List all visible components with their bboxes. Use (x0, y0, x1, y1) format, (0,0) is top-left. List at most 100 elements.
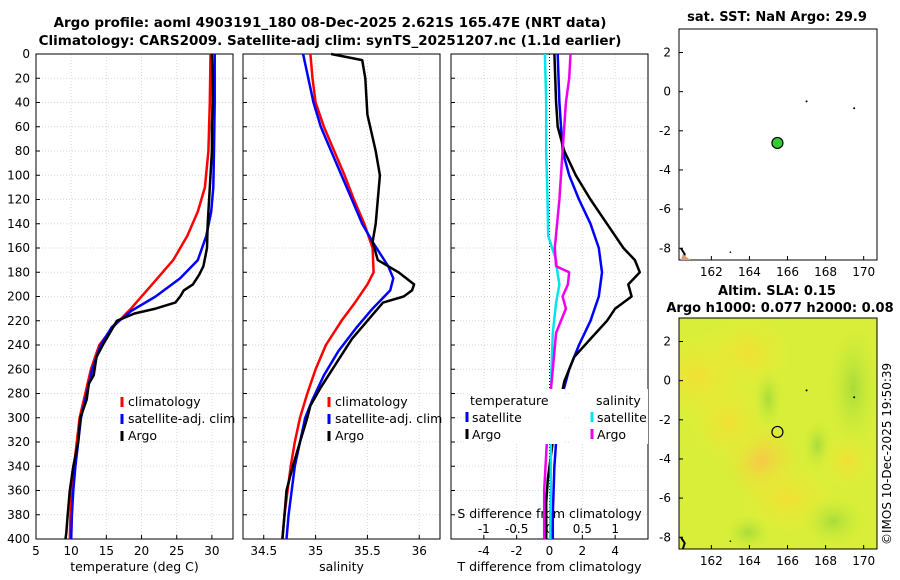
profile-location-marker (771, 136, 784, 150)
y-tick-label: 2 (663, 45, 671, 59)
heatmap-blobs (679, 318, 877, 549)
x-tick-label: 166 (776, 554, 799, 568)
y-tick-label: -2 (659, 124, 671, 138)
y-tick-label: 180 (7, 265, 30, 279)
x-tick-label: 168 (814, 265, 837, 279)
s-tick-label: 0.5 (573, 522, 592, 536)
s-tick-label: -1 (478, 522, 490, 536)
x-tick-label: 4 (611, 544, 619, 558)
y-tick-label: -6 (659, 202, 671, 216)
heatmap-blob (803, 496, 864, 547)
x-tick-label: 10 (64, 544, 79, 558)
island-mark (729, 251, 732, 253)
s-tick-label: -0.5 (505, 522, 528, 536)
y-tick-label: 80 (15, 144, 30, 158)
x-tick-label: 20 (134, 544, 149, 558)
y-tick-label: -6 (659, 491, 671, 505)
y-tick-label: 0 (22, 47, 30, 61)
x-tick-label: -4 (478, 544, 490, 558)
x-tick-label: 164 (738, 554, 761, 568)
y-tick-label: 100 (7, 168, 30, 182)
heatmap-blob (683, 376, 774, 467)
x-tick-label: 164 (738, 265, 761, 279)
altimetry-map-subtitle: Argo h1000: 0.077 h2000: 0.08 (666, 301, 894, 316)
map-frame (678, 317, 878, 550)
heatmap-blob (828, 327, 877, 448)
x-tick-label: -2 (511, 544, 523, 558)
x-tick-label: 35 (308, 544, 323, 558)
y-tick-label: 280 (7, 387, 30, 401)
y-tick-label: 0 (663, 85, 671, 99)
x-tick-label: 36 (412, 544, 427, 558)
heatmap-blob (754, 368, 783, 429)
series-argo (281, 52, 416, 540)
y-tick-label: 2 (663, 334, 671, 348)
x-tick-label: 30 (204, 544, 219, 558)
x-tick-label: 162 (700, 265, 723, 279)
axes-frame (35, 53, 234, 540)
x-tick-label: 170 (852, 554, 875, 568)
y-tick-label: 140 (7, 217, 30, 231)
series-climatology (281, 53, 375, 540)
y-tick-label: 300 (7, 411, 30, 425)
x-tick-label: 0 (546, 544, 554, 558)
y-tick-label: 200 (7, 290, 30, 304)
x-tick-label: 168 (814, 554, 837, 568)
legend-item-salinity-satellite: satellite (597, 410, 647, 425)
x-tick-label: 162 (700, 554, 723, 568)
panel-differences: -4 -2 0 2 4T difference from climatology -1 -0… (450, 53, 649, 574)
y-tick-label: 120 (7, 193, 30, 207)
altimetry-map-title: Altim. SLA: 0.15 (718, 284, 836, 299)
x-tick-label: 34.5 (250, 544, 277, 558)
legend-left-box (465, 389, 565, 444)
y-tick-label: 360 (7, 484, 30, 498)
legend-item-salinity-argo: Argo (597, 427, 626, 442)
heatmap-blob (817, 431, 877, 492)
y-tick-label: 220 (7, 314, 30, 328)
map-frame (678, 28, 878, 261)
x-tick-label: 170 (852, 265, 875, 279)
series-argo (64, 53, 214, 540)
y-tick-label: -2 (659, 413, 671, 427)
x-tick-label: 5 (32, 544, 40, 558)
x-axis-label: T difference from climatology (456, 559, 642, 574)
legend-item-satellite-adj-clim: satellite-adj. clim (128, 411, 235, 426)
y-tick-label: 240 (7, 338, 30, 352)
x-axis-label: salinity (319, 559, 364, 574)
profile-location-marker (771, 425, 784, 439)
legend-item-argo: Argo (335, 428, 364, 443)
legend-item-temperature-argo: Argo (472, 427, 501, 442)
y-tick-label: 400 (7, 532, 30, 546)
figure-title-line-1: Argo profile: aoml 4903191_180 08-Dec-20… (53, 15, 607, 31)
y-tick-label: 60 (15, 120, 30, 134)
y-tick-label: 380 (7, 508, 30, 522)
axes-frame (242, 53, 441, 540)
y-tick-label: -8 (659, 241, 671, 255)
legend-item-climatology: climatology (128, 394, 201, 409)
y-tick-label: -4 (659, 163, 671, 177)
s-tick-label: 1 (611, 522, 619, 536)
y-tick-label: 20 (15, 71, 30, 85)
sst-map-title: sat. SST: NaN Argo: 29.9 (687, 10, 867, 25)
island-mark (805, 389, 808, 392)
x-tick-label: 35.5 (354, 544, 381, 558)
heatmap-blob (726, 514, 771, 549)
panel-altimetry_map: 162 164 166 168 170 2 0 -2 -4 -6 -8 (659, 317, 878, 568)
legend-item-climatology: climatology (335, 394, 408, 409)
legend-item-argo: Argo (128, 428, 157, 443)
island-mark (853, 107, 856, 110)
y-tick-label: 160 (7, 241, 30, 255)
panel-salinity: 34.5 35 35.5 36 salinity climatology satellite… (242, 52, 442, 574)
y-tick-label: 340 (7, 459, 30, 473)
y-tick-label: 40 (15, 96, 30, 110)
x-tick-label: 2 (579, 544, 587, 558)
x-tick-label: 25 (169, 544, 184, 558)
land-patch (680, 254, 691, 260)
legend-temperature-header: temperature (470, 393, 549, 408)
y-tick-label: 320 (7, 435, 30, 449)
island-mark (805, 100, 808, 103)
series-t-satellite (551, 53, 604, 539)
panel-sst_map: 162 164 166 168 170 2 0 -2 -4 -6 -8 (659, 28, 878, 279)
x-axis-label: temperature (deg C) (70, 559, 199, 574)
